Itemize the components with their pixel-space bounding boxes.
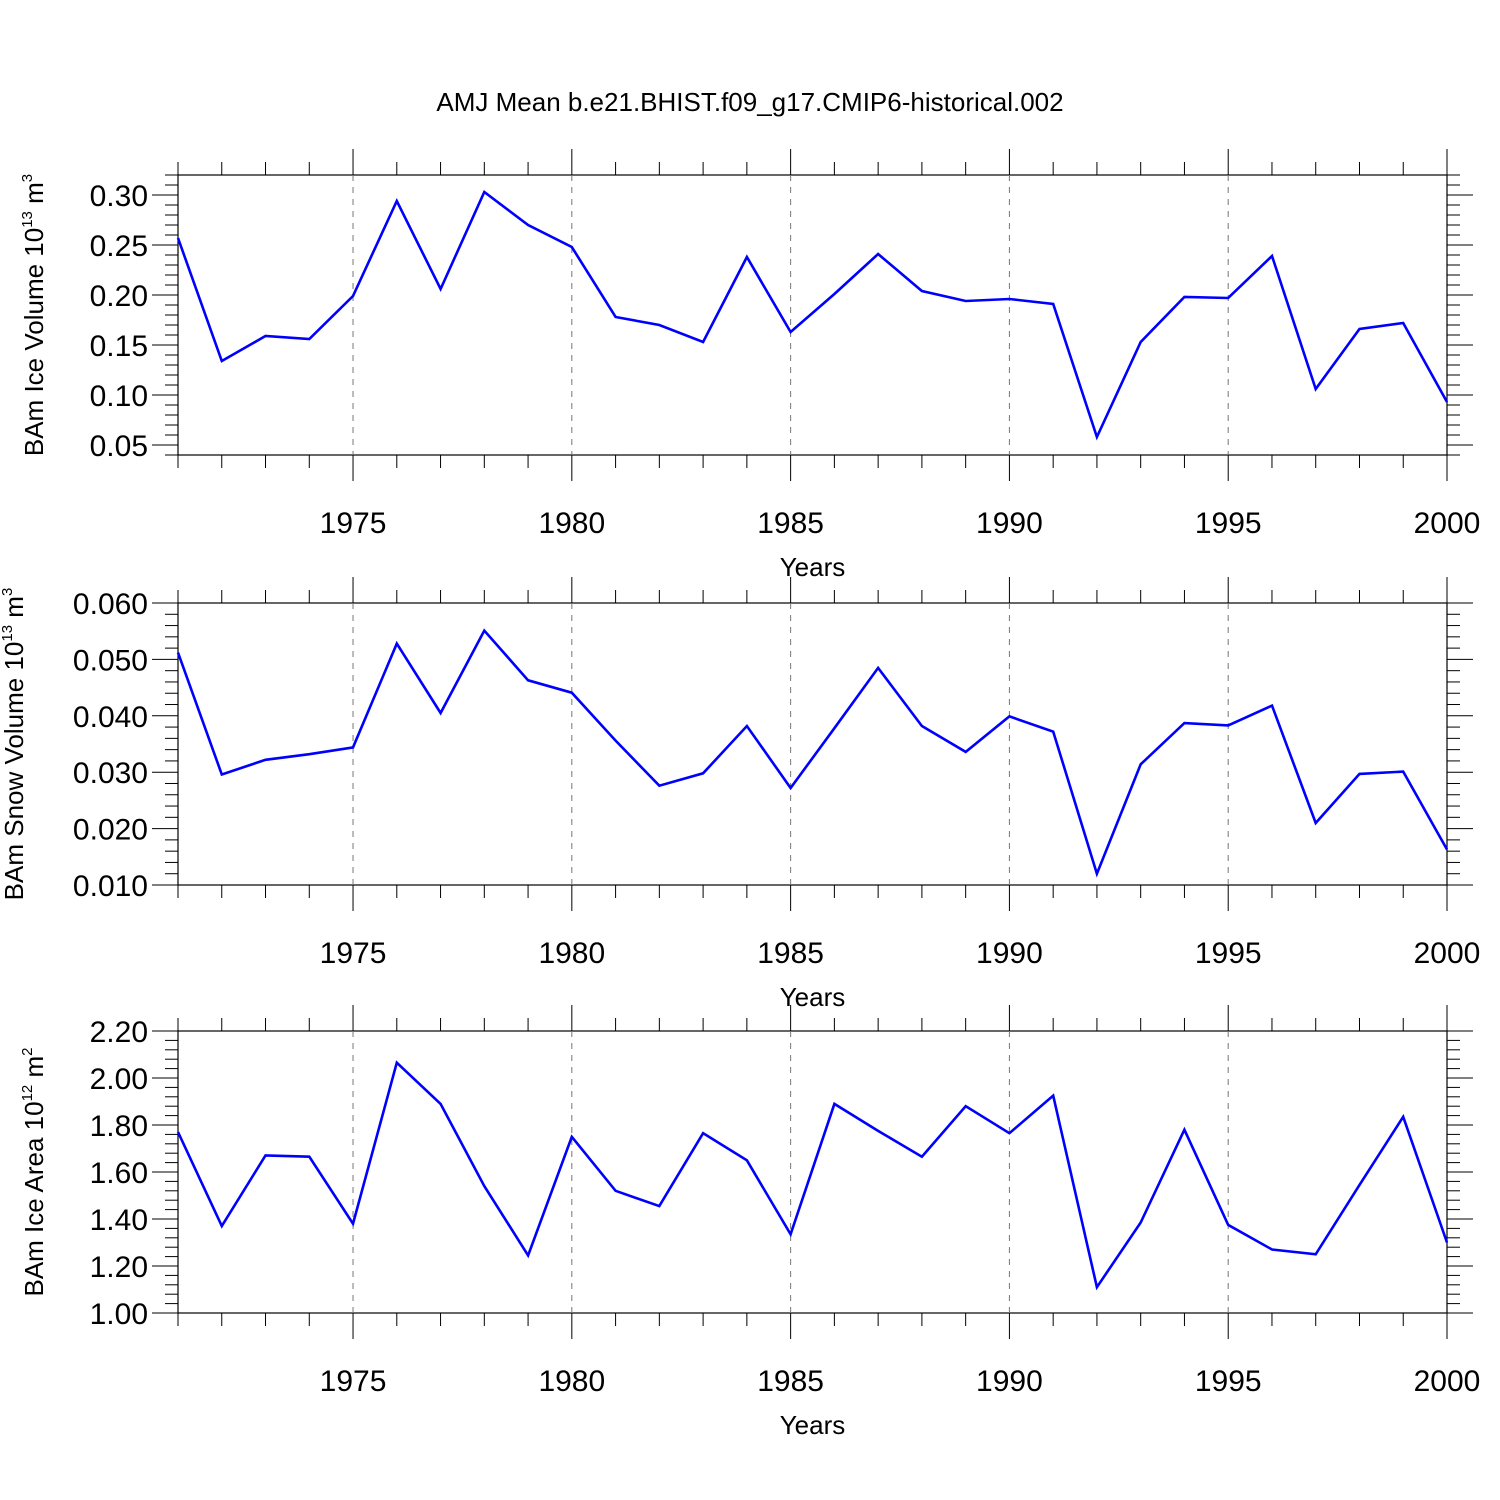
x-tick-label: 1990 [976, 1365, 1043, 1398]
x-axis-title: Years [780, 1410, 846, 1440]
chart-panels: 0.05 0.10 0.15 0.20 0.25 0.30 1975 1980 1985 1990… [0, 149, 1480, 1440]
panel-3: 1.00 1.20 1.40 1.60 1.80 2.00 2.20 1975 1980 1985… [19, 1005, 1480, 1440]
y-axis-title-part: BAm Ice Area 10 [19, 1101, 49, 1296]
y-tick-label: 0.010 [73, 870, 148, 903]
y-axis-title-part: 2 [19, 1047, 36, 1055]
y-axis-title-part: 13 [0, 625, 16, 642]
x-tick-label: 1985 [757, 507, 824, 540]
series-line [176, 628, 1449, 878]
y-tick-label: 0.060 [73, 588, 148, 621]
series-line [176, 1060, 1449, 1291]
y-axis-title: BAm Ice Volume 1013 m3 [19, 174, 49, 456]
y-axis-title-part: m [19, 182, 49, 211]
x-tick-label: 1975 [320, 507, 387, 540]
y-tick-label: 2.20 [90, 1016, 148, 1049]
y-tick-label: 1.60 [90, 1157, 148, 1190]
y-tick-label: 1.80 [90, 1110, 148, 1143]
x-tick-label: 1990 [976, 937, 1043, 970]
y-tick-label: 0.050 [73, 644, 148, 677]
x-tick-label: 1980 [538, 1365, 605, 1398]
x-axis-title: Years [780, 982, 846, 1012]
y-tick-label: 1.20 [90, 1251, 148, 1284]
plot-frame [177, 174, 1448, 456]
x-tick-label: 1985 [757, 1365, 824, 1398]
x-tick-label: 1995 [1195, 507, 1262, 540]
y-axis-title-part: BAm Snow Volume 10 [0, 642, 29, 901]
x-tick-label: 1980 [538, 507, 605, 540]
panel-1: 0.05 0.10 0.15 0.20 0.25 0.30 1975 1980 1985 1990… [19, 149, 1480, 582]
y-tick-label: 0.020 [73, 814, 148, 847]
x-tick-label: 1975 [320, 937, 387, 970]
x-tick-label: 1975 [320, 1365, 387, 1398]
y-tick-label: 1.00 [90, 1298, 148, 1331]
x-tick-label: 2000 [1414, 937, 1481, 970]
y-tick-label: 0.15 [90, 330, 148, 363]
y-tick-label: 2.00 [90, 1063, 148, 1096]
y-tick-label: 0.20 [90, 280, 148, 313]
series-line [176, 189, 1449, 441]
x-tick-label: 2000 [1414, 1365, 1481, 1398]
x-tick-label: 1995 [1195, 1365, 1262, 1398]
y-tick-label: 0.25 [90, 230, 148, 263]
y-axis-title-part: BAm Ice Volume 10 [19, 228, 49, 456]
y-axis-title-part: 13 [19, 211, 36, 228]
y-axis-title: BAm Snow Volume 1013 m3 [0, 588, 29, 901]
y-axis-title: BAm Ice Area 1012 m2 [19, 1047, 49, 1296]
x-tick-label: 1995 [1195, 937, 1262, 970]
x-tick-label: 2000 [1414, 507, 1481, 540]
x-tick-label: 1980 [538, 937, 605, 970]
y-tick-label: 0.30 [90, 180, 148, 213]
panel-2: 0.010 0.020 0.030 0.040 0.050 0.060 1975 1980 19… [0, 577, 1480, 1012]
x-tick-label: 1990 [976, 507, 1043, 540]
x-tick-label: 1985 [757, 937, 824, 970]
y-axis-title-part: 3 [0, 588, 16, 596]
y-axis-title-part: 12 [19, 1085, 36, 1102]
y-tick-label: 1.40 [90, 1204, 148, 1237]
chart-title: AMJ Mean b.e21.BHIST.f09_g17.CMIP6-histo… [436, 87, 1063, 117]
y-axis-title-part: m [0, 596, 29, 625]
y-axis-title-part: 3 [19, 174, 36, 182]
y-tick-label: 0.05 [90, 430, 148, 463]
y-axis-title-part: m [19, 1056, 49, 1085]
x-axis-title: Years [780, 552, 846, 582]
y-tick-label: 0.040 [73, 701, 148, 734]
y-tick-label: 0.030 [73, 757, 148, 790]
y-tick-label: 0.10 [90, 380, 148, 413]
plot-frame [177, 602, 1448, 886]
